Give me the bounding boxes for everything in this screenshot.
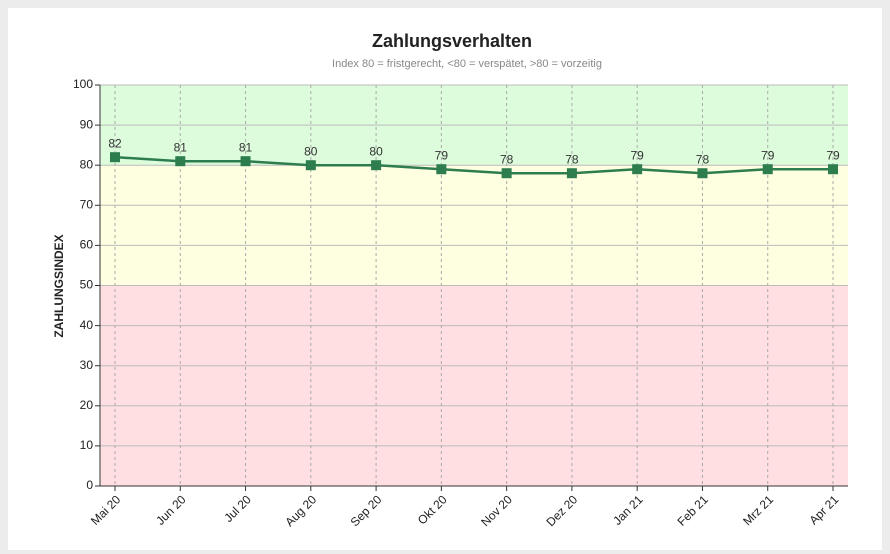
y-axis-label: ZAHLUNGSINDEX — [52, 234, 66, 337]
marker — [828, 164, 838, 175]
y-tick-label: 30 — [80, 358, 94, 372]
y-tick-label: 50 — [80, 278, 94, 292]
y-tick-label: 90 — [80, 117, 94, 131]
value-label: 80 — [304, 144, 318, 158]
value-label: 79 — [435, 148, 449, 162]
value-label: 78 — [696, 152, 710, 166]
y-tick-label: 100 — [73, 77, 93, 91]
marker — [240, 156, 251, 167]
value-label: 79 — [761, 148, 775, 162]
y-tick-label: 20 — [80, 398, 94, 412]
y-tick-label: 60 — [80, 238, 94, 252]
value-label: 80 — [369, 144, 383, 158]
band — [100, 285, 848, 486]
band — [100, 165, 848, 286]
y-tick-label: 80 — [80, 157, 94, 171]
chart-subtitle: Index 80 = fristgerecht, <80 = verspätet… — [332, 58, 602, 70]
marker — [110, 152, 120, 163]
chart-title: Zahlungsverhalten — [372, 31, 532, 51]
marker — [436, 164, 447, 175]
marker — [697, 168, 708, 179]
value-label: 79 — [826, 148, 840, 162]
value-label: 81 — [174, 140, 188, 154]
y-tick-label: 40 — [80, 318, 94, 332]
marker — [305, 160, 316, 171]
line — [114, 155, 833, 175]
value-label: 81 — [239, 140, 253, 154]
y-tick-label: 70 — [80, 197, 94, 211]
y-tick-label: 10 — [80, 438, 94, 452]
value-label: 78 — [500, 152, 514, 166]
marker — [566, 168, 577, 179]
value-label: 79 — [631, 148, 645, 162]
marker — [175, 156, 186, 167]
marker — [501, 168, 512, 179]
marker — [632, 164, 643, 175]
marker — [762, 164, 773, 175]
value-label: 78 — [565, 152, 579, 166]
y-tick-label: 0 — [86, 478, 93, 492]
marker — [371, 160, 382, 171]
value-label: 82 — [108, 136, 122, 150]
